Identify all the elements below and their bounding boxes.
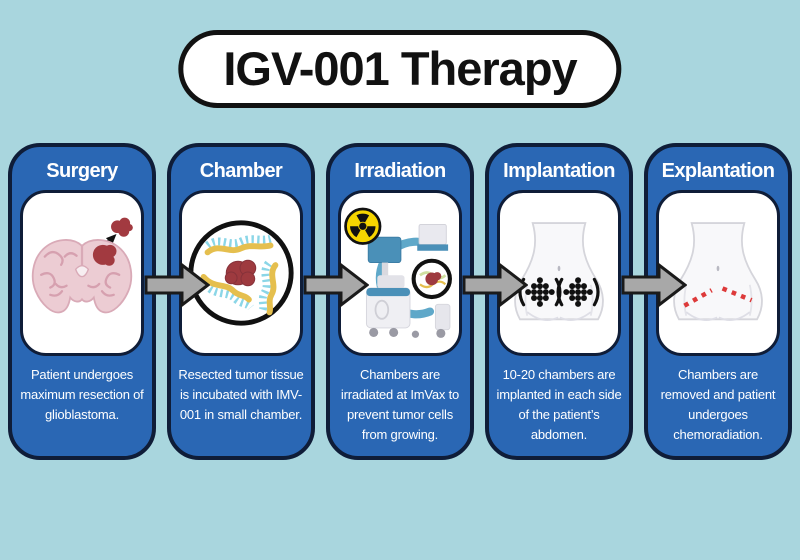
step-title: Irradiation (354, 160, 446, 182)
arrow-right-icon (621, 262, 687, 308)
abdomen-implantation-icon (514, 222, 604, 322)
therapy-steps-row: Surgery (8, 143, 792, 460)
brain-resection-icon (31, 217, 133, 314)
step-panel-chamber: Chamber Resected tumor tissue is (167, 143, 315, 460)
arrow-right-icon (144, 262, 210, 308)
irradiation-machine-icon (344, 207, 452, 338)
step-panel-irradiation: Irradiation Chambers are irradiated at I… (326, 143, 474, 460)
step-title: Chamber (199, 160, 283, 182)
step-title: Surgery (46, 160, 118, 182)
arrow-right-icon (303, 262, 369, 308)
page-title: IGV-001 Therapy (223, 42, 577, 95)
abdomen-explantation-icon (673, 222, 763, 322)
step-description: Chambers are irradiated at ImVax to prev… (340, 367, 460, 443)
step-icon-box (338, 190, 462, 356)
step-description: Patient undergoes maximum resection of g… (20, 367, 144, 423)
step-title: Explantation (661, 160, 775, 182)
step-description: Chambers are removed and patient undergo… (660, 367, 776, 443)
arrow-right-icon (462, 262, 528, 308)
step-icon-box (497, 190, 621, 356)
step-description: Resected tumor tissue is incubated with … (178, 367, 304, 423)
step-icon-box (20, 190, 144, 356)
step-panel-surgery: Surgery (8, 143, 156, 460)
step-panel-implantation: Implantation (485, 143, 633, 460)
radiation-hazard-icon (344, 207, 382, 245)
step-icon-box (179, 190, 303, 356)
step-title: Implantation (503, 160, 615, 182)
page-title-pill: IGV-001 Therapy (178, 30, 622, 108)
step-description: 10-20 chambers are implanted in each sid… (496, 367, 622, 443)
